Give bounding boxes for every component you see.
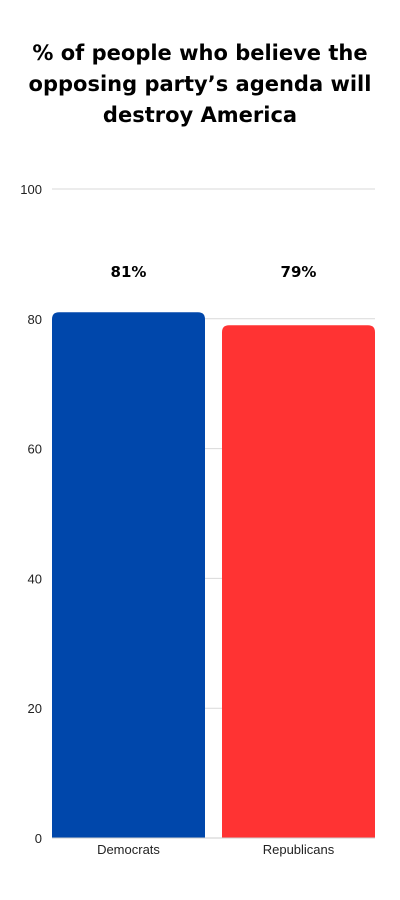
y-tick-label: 60 bbox=[28, 442, 42, 457]
category-label: Republicans bbox=[263, 842, 335, 857]
chart-title: % of people who believe the opposing par… bbox=[28, 41, 372, 127]
bar-democrats bbox=[52, 312, 205, 838]
category-label: Democrats bbox=[97, 842, 160, 857]
y-tick-label: 40 bbox=[28, 571, 42, 586]
data-label: 81% bbox=[111, 263, 147, 281]
data-label: 79% bbox=[281, 263, 317, 281]
bar-republicans bbox=[222, 325, 375, 838]
y-tick-label: 80 bbox=[28, 312, 42, 327]
y-tick-label: 100 bbox=[20, 182, 42, 197]
y-tick-label: 20 bbox=[28, 701, 42, 716]
y-tick-label: 0 bbox=[35, 831, 42, 846]
